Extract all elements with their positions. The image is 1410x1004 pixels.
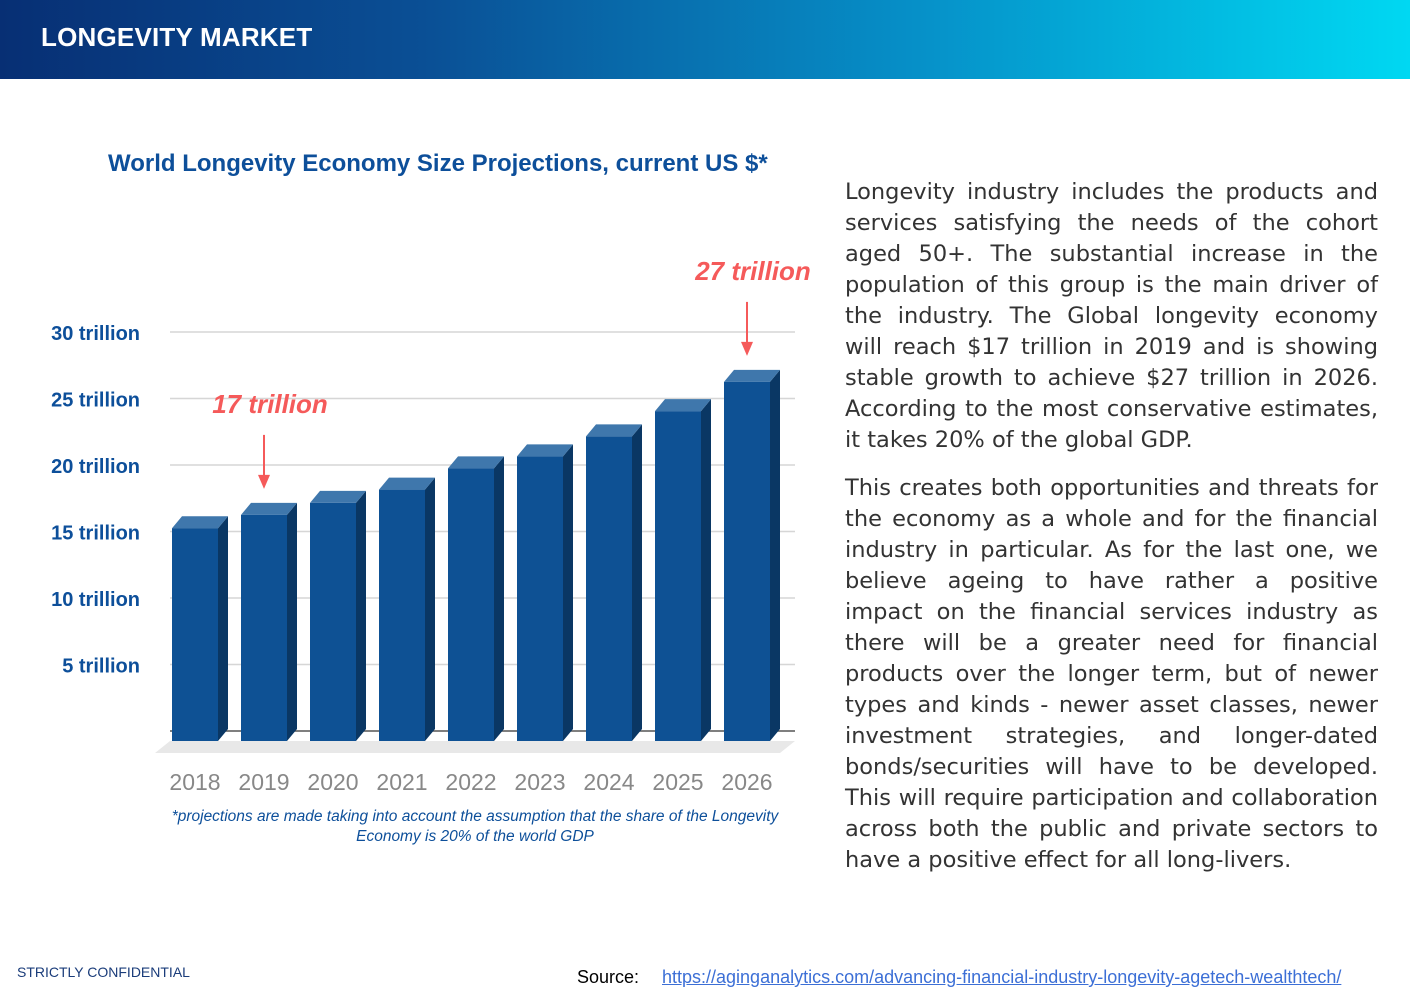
source-link[interactable]: https://aginganalytics.com/advancing-fin…	[662, 967, 1342, 987]
arrow-head-icon	[258, 474, 270, 489]
bar-top	[172, 516, 228, 529]
bar-side	[770, 369, 780, 741]
chart-title: World Longevity Economy Size Projections…	[108, 150, 768, 177]
bar-top	[724, 369, 780, 382]
bar	[310, 490, 366, 741]
y-tick-label: 5 trillion	[62, 656, 140, 678]
x-tick-label: 2019	[238, 769, 289, 795]
bar-front	[517, 456, 563, 741]
source-label: Source:	[577, 967, 640, 987]
bar-top	[448, 456, 504, 469]
bar-front	[310, 502, 356, 741]
header-bar: LONGEVITY MARKET	[0, 0, 1410, 79]
bar-front	[379, 489, 425, 741]
description-text: Longevity industry includes the products…	[845, 177, 1378, 893]
x-tick-label: 2018	[169, 769, 220, 795]
y-tick-label: 25 trillion	[51, 390, 140, 412]
arrow-head-icon	[741, 341, 753, 356]
bar	[172, 516, 228, 741]
bar-top	[586, 424, 642, 437]
bar-front	[655, 411, 701, 741]
bar-front	[241, 514, 287, 741]
paragraph: Longevity industry includes the products…	[845, 179, 1378, 453]
bar-front	[172, 528, 218, 741]
bar-front	[724, 381, 770, 741]
bar	[379, 477, 435, 741]
x-tick-label: 2025	[652, 769, 703, 795]
page-title: LONGEVITY MARKET	[41, 22, 313, 52]
bar-top	[241, 502, 297, 515]
bar	[655, 399, 711, 741]
bar-side	[287, 502, 297, 741]
x-tick-label: 2021	[376, 769, 427, 795]
bar-top	[655, 399, 711, 412]
bar	[241, 502, 297, 741]
confidential-label: STRICTLY CONFIDENTIAL	[17, 964, 190, 980]
y-tick-label: 30 trillion	[51, 323, 140, 345]
bar-side	[425, 477, 435, 741]
bar	[724, 369, 780, 741]
bar-chart: 5 trillion 10 trillion 15 trillion 20 trill…	[51, 260, 811, 795]
y-tick-label: 10 trillion	[51, 589, 140, 611]
x-tick-label: 2024	[583, 769, 634, 795]
bar-front	[448, 468, 494, 741]
x-tick-label: 2026	[721, 769, 772, 795]
bar	[517, 444, 573, 741]
bar-side	[356, 490, 366, 741]
bar-side	[563, 444, 573, 741]
bar-side	[218, 516, 228, 741]
bar-top	[517, 444, 573, 457]
bar-top	[310, 490, 366, 503]
chart-floor	[155, 741, 795, 753]
bar	[586, 424, 642, 741]
paragraph: This creates both opportunities and thre…	[845, 475, 1378, 873]
bar-top	[379, 477, 435, 490]
bar-side	[701, 399, 711, 741]
x-tick-label: 2020	[307, 769, 358, 795]
annotation-label: 27 trillion	[694, 260, 811, 286]
bar-side	[632, 424, 642, 741]
annotation-label: 17 trillion	[212, 389, 328, 419]
bar	[448, 456, 504, 741]
bar-side	[494, 456, 504, 741]
y-tick-label: 15 trillion	[51, 523, 140, 545]
y-tick-label: 20 trillion	[51, 456, 140, 478]
bar-front	[586, 436, 632, 741]
x-tick-label: 2023	[514, 769, 565, 795]
chart-footnote: *projections are made taking into accoun…	[171, 808, 779, 845]
x-tick-label: 2022	[445, 769, 496, 795]
